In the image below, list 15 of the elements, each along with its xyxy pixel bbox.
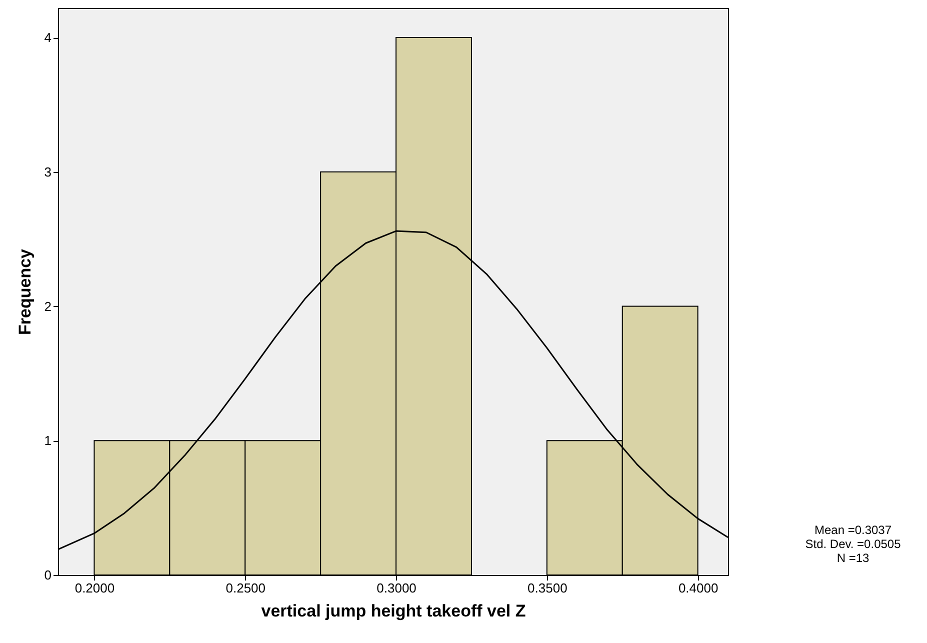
x-tick-label: 0.3500 [528,580,568,596]
y-tick-label: 1 [44,433,52,448]
y-tick-label: 2 [44,298,52,314]
y-tick-label: 4 [44,30,52,46]
x-tick-label: 0.4000 [678,580,718,596]
x-tick-label: 0.2500 [226,580,266,596]
x-tick-label: 0.2000 [74,580,115,596]
y-tick-label: 3 [44,164,52,180]
y-axis-title: Frequency [15,248,34,335]
x-axis-title: vertical jump height takeoff vel Z [261,602,526,620]
text: Mean =0.3037 [814,523,892,537]
x-tick-label: 0.3000 [376,580,416,596]
text: Std. Dev. =0.0505 [805,537,902,551]
text: N =13 [836,551,870,565]
y-tick-label: 0 [44,568,52,582]
